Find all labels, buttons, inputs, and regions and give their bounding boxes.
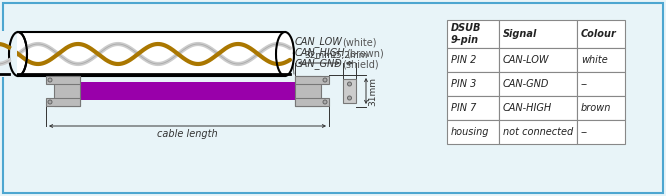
Text: CAN_HIGH: CAN_HIGH — [295, 48, 346, 58]
Text: PIN 7: PIN 7 — [451, 103, 476, 113]
Ellipse shape — [323, 100, 327, 104]
Bar — [46, 98, 80, 106]
Bar — [343, 79, 356, 103]
Text: Signal: Signal — [503, 29, 537, 39]
Ellipse shape — [323, 78, 327, 82]
Text: PIN 2: PIN 2 — [451, 55, 476, 65]
Bar — [295, 98, 329, 106]
Ellipse shape — [276, 32, 294, 76]
Bar — [577, 20, 625, 48]
Text: CAN-LOW: CAN-LOW — [503, 55, 549, 65]
Bar — [447, 72, 499, 96]
Text: CAN-GND: CAN-GND — [503, 79, 549, 89]
Text: CAN_GND: CAN_GND — [295, 59, 343, 69]
Bar — [499, 72, 577, 96]
Text: not connected: not connected — [503, 127, 573, 137]
Text: (brown): (brown) — [346, 48, 384, 58]
Text: cable length: cable length — [157, 129, 218, 139]
Text: housing: housing — [451, 127, 490, 137]
Bar — [447, 120, 499, 144]
Text: 32mm: 32mm — [304, 51, 334, 60]
Bar — [54, 76, 80, 106]
Bar — [18, 32, 285, 76]
Bar — [577, 72, 625, 96]
Text: (shield): (shield) — [342, 59, 379, 69]
Text: --: -- — [581, 79, 588, 89]
Bar — [447, 48, 499, 72]
Ellipse shape — [48, 78, 52, 82]
Bar — [577, 120, 625, 144]
Bar — [447, 20, 499, 48]
Bar — [80, 82, 295, 100]
Bar — [295, 76, 321, 106]
Bar — [295, 76, 329, 84]
Bar — [577, 96, 625, 120]
Text: CAN-HIGH: CAN-HIGH — [503, 103, 552, 113]
Bar — [577, 48, 625, 72]
Text: CAN_LOW: CAN_LOW — [295, 36, 343, 47]
Bar — [499, 96, 577, 120]
Text: PIN 3: PIN 3 — [451, 79, 476, 89]
Bar — [499, 120, 577, 144]
Bar — [0, 31, 17, 77]
Text: 15,2mm: 15,2mm — [331, 51, 368, 60]
Text: DSUB
9-pin: DSUB 9-pin — [451, 23, 482, 45]
Ellipse shape — [348, 96, 352, 100]
Ellipse shape — [348, 82, 352, 86]
Text: (white): (white) — [342, 37, 376, 47]
Text: 31mm: 31mm — [368, 76, 377, 105]
Bar — [46, 76, 80, 84]
Ellipse shape — [9, 32, 27, 76]
Bar — [499, 48, 577, 72]
Bar — [499, 20, 577, 48]
Text: brown: brown — [581, 103, 611, 113]
Text: --: -- — [581, 127, 588, 137]
Ellipse shape — [48, 100, 52, 104]
Bar — [447, 96, 499, 120]
Text: white: white — [581, 55, 608, 65]
Text: Colour: Colour — [581, 29, 617, 39]
